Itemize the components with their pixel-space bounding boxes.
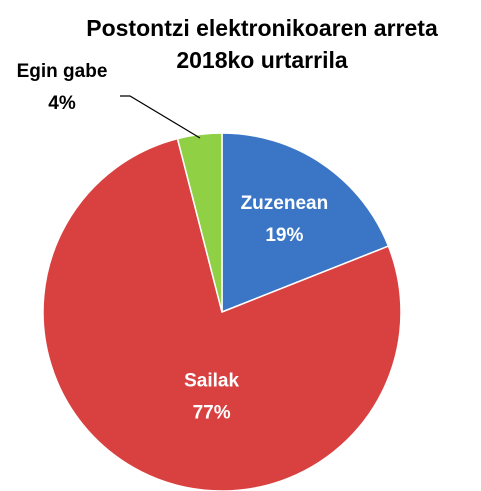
pie-slice [221, 132, 390, 314]
chart-subtitle: 2018ko urtarrila [176, 47, 348, 73]
pie-slice [42, 137, 402, 491]
chart-title: Postontzi elektronikoaren arreta [86, 15, 438, 41]
slice-label: Sailak [184, 370, 239, 391]
slice-value-label: 77% [193, 402, 231, 423]
slice-value-label: 19% [265, 225, 303, 246]
leader-line [120, 95, 201, 139]
pie [42, 132, 402, 491]
pie-slice [176, 132, 223, 313]
slice-label: Zuzenean [241, 193, 329, 214]
slice-label: Egin gabe [17, 61, 108, 82]
slice-value-label: 4% [48, 93, 76, 114]
